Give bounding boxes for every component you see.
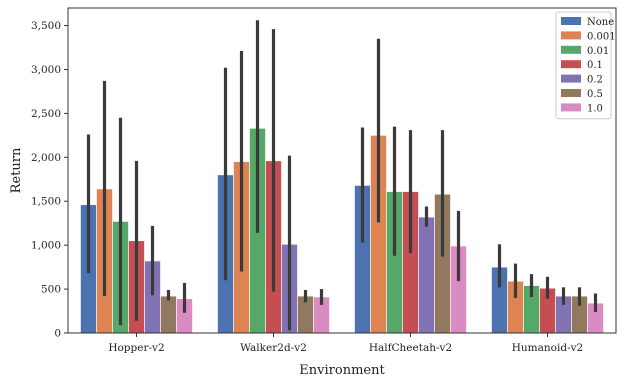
legend-label: 0.5: [587, 89, 603, 100]
legend-swatch: [561, 103, 581, 112]
legend-label: 1.0: [587, 103, 603, 114]
bar: [160, 295, 177, 334]
legend-swatch: [561, 74, 581, 83]
legend-label: None: [587, 17, 614, 28]
x-tick-label: Humanoid-v2: [512, 342, 583, 354]
x-tick-label: Hopper-v2: [108, 342, 164, 354]
y-tick-label: 3,500: [31, 20, 61, 32]
y-tick-label: 2,500: [31, 108, 61, 120]
legend-label: 0.2: [587, 75, 603, 86]
bars: [80, 128, 604, 334]
y-tick-label: 1,500: [31, 196, 61, 208]
x-tick-label: Walker2d-v2: [240, 342, 307, 354]
y-axis-label: Return: [9, 147, 24, 193]
legend-swatch: [561, 89, 581, 97]
legend: None 0.001 0.01 0.1 0.2 0.5 1.0: [555, 11, 616, 120]
legend-label: 0.01: [587, 46, 609, 57]
legend-label: 0.1: [587, 60, 603, 71]
plot-frame: [67, 7, 617, 334]
bar: [418, 216, 435, 334]
legend-swatch: [561, 60, 581, 69]
legend-swatch: [561, 17, 581, 25]
y-tick-label: 3,000: [31, 64, 61, 76]
y-tick-label: 0: [54, 328, 61, 340]
x-axis-label: Environment: [299, 363, 385, 378]
y-tick-label: 2,000: [31, 152, 61, 164]
legend-swatch: [561, 45, 581, 54]
y-tick-label: 1,000: [31, 240, 61, 252]
legend-label: 0.001: [587, 31, 616, 42]
x-tick-label: HalfCheetah-v2: [369, 342, 452, 354]
error-bars: [86, 20, 598, 331]
legend-swatch: [561, 31, 581, 40]
y-axis: 0 500 1,000 1,500 2,000 2,500 3,000 3,500: [31, 20, 68, 340]
x-axis: Hopper-v2 Walker2d-v2 HalfCheetah-v2 Humano…: [108, 333, 583, 354]
y-tick-label: 500: [41, 284, 61, 296]
